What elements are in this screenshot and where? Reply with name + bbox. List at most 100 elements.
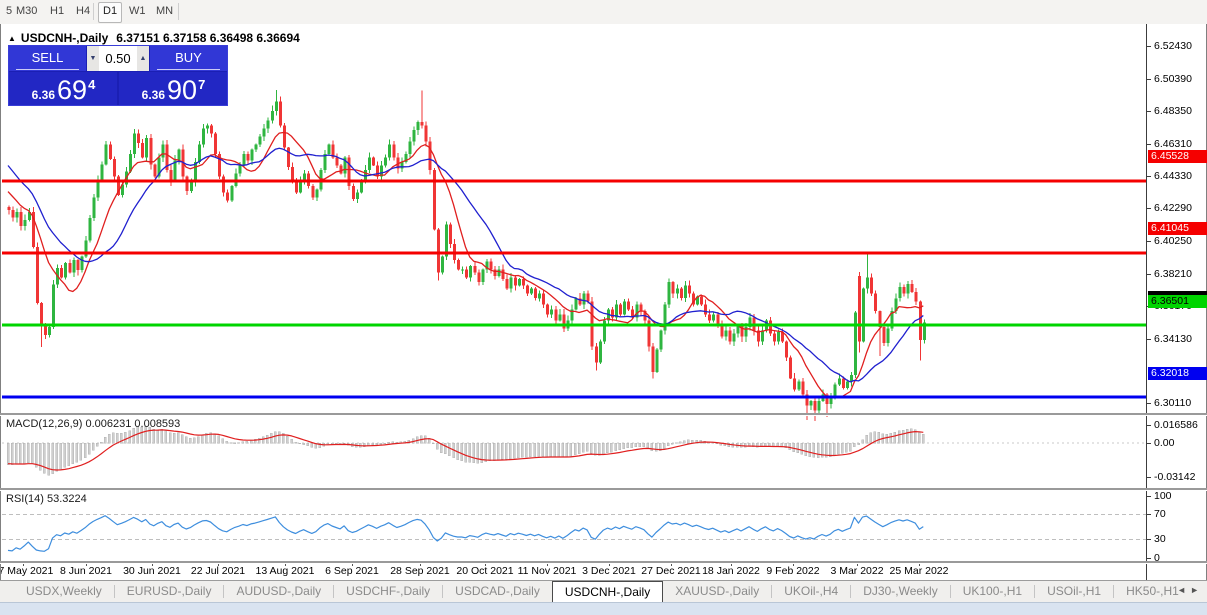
axis-tick-mark (1147, 514, 1151, 516)
bid-price-prefix: 6.36 (31, 88, 56, 102)
window-border (0, 24, 1, 580)
axis-tick-mark (1147, 78, 1151, 80)
chart-tab-audusd-daily[interactable]: AUDUSD-,Daily (236, 584, 322, 598)
date-tick-mark (420, 563, 421, 566)
tab-separator (223, 585, 225, 598)
chart-tab-ukoil-h4[interactable]: UKOil-,H4 (784, 584, 839, 598)
date-tick-label: 18 Jan 2022 (702, 565, 760, 577)
chart-tab-usdcnh-daily[interactable]: USDCNH-,Daily (551, 581, 664, 602)
sell-button[interactable]: SELL (9, 46, 86, 71)
tab-separator (949, 585, 951, 598)
axis-tick-mark (1147, 273, 1151, 275)
date-tick-label: 22 Jul 2021 (190, 565, 246, 577)
date-tick-mark (485, 563, 486, 566)
date-tick-label: 9 Feb 2022 (766, 565, 820, 577)
ask-price-pip: 7 (198, 77, 206, 92)
rsi-tick-label: 100 (1154, 489, 1172, 502)
pane-separator[interactable] (0, 413, 1207, 416)
axis-tick-mark (1147, 538, 1151, 540)
axis-tick-mark (1147, 143, 1151, 145)
chart-tab-usdchf-daily[interactable]: USDCHF-,Daily (346, 584, 431, 598)
level-price-label: 6.36501 (1148, 295, 1207, 308)
chart-tab-usoil-h1[interactable]: USOil-,H1 (1047, 584, 1102, 598)
pane-separator[interactable] (0, 488, 1207, 491)
axis-tick-mark (1147, 338, 1151, 340)
chart-tab-bar: USDX,Weekly EURUSD-,Daily AUDUSD-,Daily USD… (0, 580, 1207, 602)
buy-button[interactable]: BUY (150, 46, 227, 71)
axis-tick-mark (1147, 495, 1151, 497)
axis-tick-mark (1147, 424, 1151, 426)
level-price-label: 6.41045 (1148, 222, 1207, 236)
tabs-scroll-right-button[interactable]: ► (1190, 585, 1203, 595)
pane-separator[interactable] (0, 561, 1207, 564)
axis-tick-mark (1147, 111, 1151, 113)
macd-canvas[interactable] (0, 415, 1146, 488)
bid-price-box[interactable]: 6.36 69 4 (9, 72, 117, 105)
date-tick-label: 28 Sep 2021 (390, 565, 450, 577)
price-tick-label: 6.48350 (1154, 105, 1192, 118)
axis-tick-mark (1147, 442, 1151, 444)
volume-input[interactable] (99, 46, 137, 71)
price-tick-label: 6.40250 (1154, 234, 1192, 247)
timeframe-button-d1[interactable]: D1 (98, 2, 123, 23)
timeframe-button-h1[interactable]: H1 (50, 5, 65, 17)
date-tick-label: 8 Jun 2021 (60, 565, 112, 577)
tab-separator (1034, 585, 1036, 598)
chart-tab-uk100-h1[interactable]: UK100-,H1 (962, 584, 1023, 598)
tab-separator (113, 585, 115, 598)
chart-tab-eurusd-daily[interactable]: EURUSD-,Daily (126, 584, 212, 598)
date-tick-label: 17 May 2021 (0, 565, 54, 577)
macd-tick-label: 0.016586 (1154, 418, 1198, 431)
price-chart-canvas[interactable] (0, 24, 1146, 437)
tabs-scroll-left-button[interactable]: ◄ (1177, 585, 1191, 595)
rsi-canvas[interactable] (0, 490, 1146, 563)
timeframe-button-5[interactable]: 5 (6, 5, 13, 17)
date-tick-mark (152, 563, 153, 566)
tab-separator (442, 585, 444, 598)
price-tick-label: 6.42290 (1154, 202, 1192, 215)
price-tick-label: 6.38210 (1154, 267, 1192, 280)
chart-symbol-label: USDCNH-,Daily (20, 31, 109, 45)
chart-title: ▲ USDCNH-,Daily 6.37151 6.37158 6.36498 6.… (8, 31, 300, 45)
macd-tick-label: -0.03142 (1154, 470, 1196, 483)
volume-decrease-button[interactable]: ▼ (87, 46, 99, 71)
axis-tick-mark (1147, 208, 1151, 210)
chart-plot-area[interactable] (0, 24, 1146, 580)
ask-price-box[interactable]: 6.36 90 7 (119, 72, 227, 105)
date-tick-label: 30 Jun 2021 (123, 565, 181, 577)
timeframe-button-m30[interactable]: M30 (16, 5, 38, 17)
one-click-trading-panel: SELL ▼ ▲ BUY 6.36 69 4 6.36 90 7 (8, 45, 228, 106)
date-tick-mark (218, 563, 219, 566)
volume-increase-button[interactable]: ▲ (137, 46, 149, 71)
timeframe-button-mn[interactable]: MN (156, 5, 174, 17)
status-bar (0, 602, 1207, 615)
macd-indicator-label: MACD(12,26,9) 0.006231 0.008593 (6, 418, 181, 430)
chart-tab-dj30-weekly[interactable]: DJ30-,Weekly (863, 584, 938, 598)
date-tick-mark (23, 563, 24, 566)
axis-tick-mark (1147, 175, 1151, 177)
date-tick-label: 3 Dec 2021 (582, 565, 636, 577)
timeframe-button-h4[interactable]: H4 (76, 5, 91, 17)
price-tick-label: 6.34130 (1154, 332, 1192, 345)
collapse-arrow-icon[interactable]: ▲ (8, 34, 16, 43)
bid-price-big: 69 (57, 75, 88, 105)
date-tick-mark (285, 563, 286, 566)
date-tick-mark (857, 563, 858, 566)
chart-tab-usdcad-daily[interactable]: USDCAD-,Daily (455, 584, 540, 598)
tab-separator (1113, 585, 1115, 598)
timeframe-button-w1[interactable]: W1 (129, 5, 146, 17)
tab-separator (771, 585, 773, 598)
rsi-indicator-label: RSI(14) 53.3224 (6, 493, 87, 505)
axis-tick-mark (1147, 557, 1151, 559)
price-tick-label: 6.44330 (1154, 169, 1192, 182)
date-tick-mark (86, 563, 87, 566)
level-price-label: 6.45528 (1148, 150, 1207, 164)
price-tick-label: 6.50390 (1154, 72, 1192, 85)
chart-tab-xauusd-daily[interactable]: XAUUSD-,Daily (675, 584, 760, 598)
ask-price-big: 90 (167, 75, 198, 105)
chart-tab-hk50-h1[interactable]: HK50-,H1 (1126, 584, 1179, 598)
chart-ohlc-values: 6.37151 6.37158 6.36498 6.36694 (116, 31, 300, 45)
chart-tab-usdx-weekly[interactable]: USDX,Weekly (26, 584, 102, 598)
date-tick-mark (671, 563, 672, 566)
